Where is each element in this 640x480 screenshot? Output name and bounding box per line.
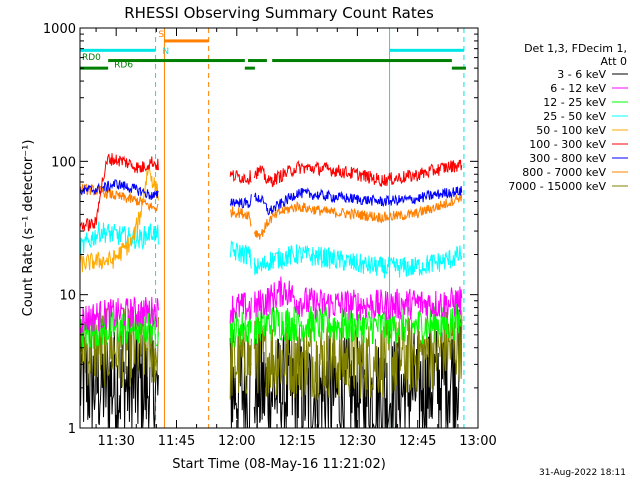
series-lines xyxy=(79,153,463,429)
x-tick-label-0: 11:30 xyxy=(97,434,134,449)
flag-bar-saa-0 xyxy=(164,39,209,43)
y-tick-label-0: 1 xyxy=(68,422,76,437)
legend-label-6: 300 - 800 keV xyxy=(529,152,606,165)
chart-title: RHESSI Observing Summary Count Rates xyxy=(124,4,434,22)
flag-bar-rd6-2 xyxy=(451,66,466,70)
legend-label-1: 6 - 12 keV xyxy=(550,82,606,95)
legend-label-7: 800 - 7000 keV xyxy=(522,166,606,179)
x-tick-label-2: 12:00 xyxy=(218,434,255,449)
axes xyxy=(79,27,479,429)
x-tick-label-4: 12:30 xyxy=(339,434,376,449)
series-line-5 xyxy=(79,153,463,232)
legend-label-4: 50 - 100 keV xyxy=(536,124,606,137)
series-line-4 xyxy=(79,166,159,273)
flag-label-n: N xyxy=(162,47,169,57)
plot-frame xyxy=(79,27,479,429)
flag-bar-rd6-1 xyxy=(244,66,255,70)
flag-label-s: S xyxy=(158,30,164,40)
flag-label-rd0: RD0 xyxy=(82,53,101,63)
series-line-1 xyxy=(79,276,463,334)
legend-label-3: 25 - 50 keV xyxy=(543,110,606,123)
legend-label-8: 7000 - 15000 keV xyxy=(508,180,606,193)
series-line-7 xyxy=(79,183,463,240)
x-axis-label: Start Time (08-May-16 11:21:02) xyxy=(172,457,386,472)
y-axis-label: Count Rate (s⁻¹ detector⁻¹) xyxy=(21,140,36,317)
flag-bar-rd0-2 xyxy=(272,59,452,63)
y-tick-label-2: 100 xyxy=(51,155,76,170)
flag-bar-rd0-0 xyxy=(108,59,245,63)
legend-label-2: 12 - 25 keV xyxy=(543,96,606,109)
x-tick-label-6: 13:00 xyxy=(459,434,496,449)
series-line-3 xyxy=(79,221,463,279)
legend-label-5: 100 - 300 keV xyxy=(529,138,606,151)
flag-label-rd6: RD6 xyxy=(114,61,133,71)
date-stamp: 31-Aug-2022 18:11 xyxy=(539,468,626,478)
flag-bars: RD0 RD6 SN xyxy=(80,30,466,71)
x-tick-label-3: 12:15 xyxy=(278,434,315,449)
series-line-6 xyxy=(79,179,463,216)
legend-header-line-2: Att 0 xyxy=(601,55,627,68)
flag-bar-night-0 xyxy=(80,48,156,52)
axis-ticks: 11:30 11:45 12:00 12:15 12:30 12:45 13:00 1 10 10… xyxy=(43,22,497,449)
flag-bar-night-1 xyxy=(389,48,464,52)
legend-label-0: 3 - 6 keV xyxy=(557,68,606,81)
flag-bar-rd6-0 xyxy=(80,66,109,70)
x-tick-label-5: 12:45 xyxy=(399,434,436,449)
legend-header-line-1: Det 1,3, FDecim 1, xyxy=(524,42,627,55)
flag-bar-rd0-1 xyxy=(248,59,267,63)
x-tick-label-1: 11:45 xyxy=(158,434,195,449)
y-tick-label-1: 10 xyxy=(59,289,76,304)
y-tick-label-3: 1000 xyxy=(43,22,76,37)
